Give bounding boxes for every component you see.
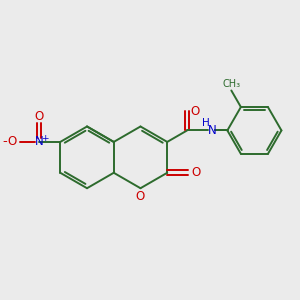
- Text: O: O: [136, 190, 145, 203]
- Text: CH₃: CH₃: [222, 79, 240, 89]
- Text: O: O: [191, 105, 200, 118]
- Text: N: N: [208, 124, 216, 137]
- Text: -: -: [2, 135, 7, 148]
- Text: +: +: [41, 134, 48, 143]
- Text: O: O: [7, 135, 16, 148]
- Text: H: H: [202, 118, 210, 128]
- Text: N: N: [35, 135, 44, 148]
- Text: O: O: [191, 166, 201, 179]
- Text: O: O: [34, 110, 44, 123]
